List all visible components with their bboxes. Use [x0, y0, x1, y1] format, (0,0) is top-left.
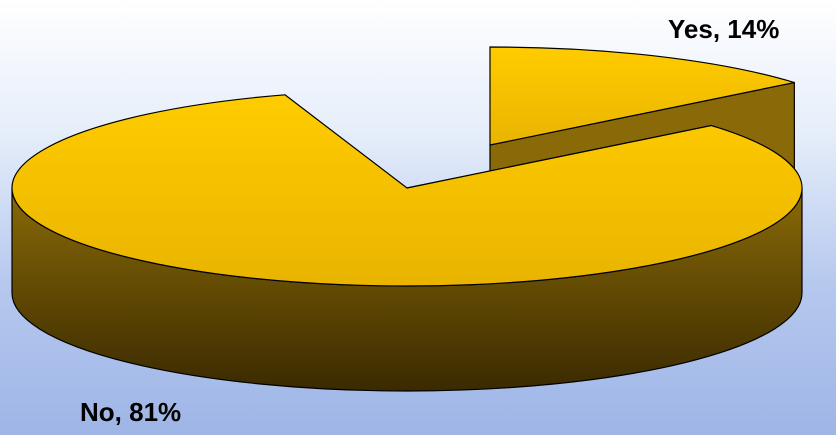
- slice-no: [11, 94, 803, 392]
- labels-layer: Yes, 14% No, 81%: [80, 14, 779, 427]
- slice-no-top: [11, 94, 803, 287]
- data-label-no: No, 81%: [80, 397, 181, 427]
- slice-yes-top: [489, 46, 795, 146]
- slices-layer: [11, 46, 803, 392]
- data-label-yes: Yes, 14%: [668, 14, 779, 44]
